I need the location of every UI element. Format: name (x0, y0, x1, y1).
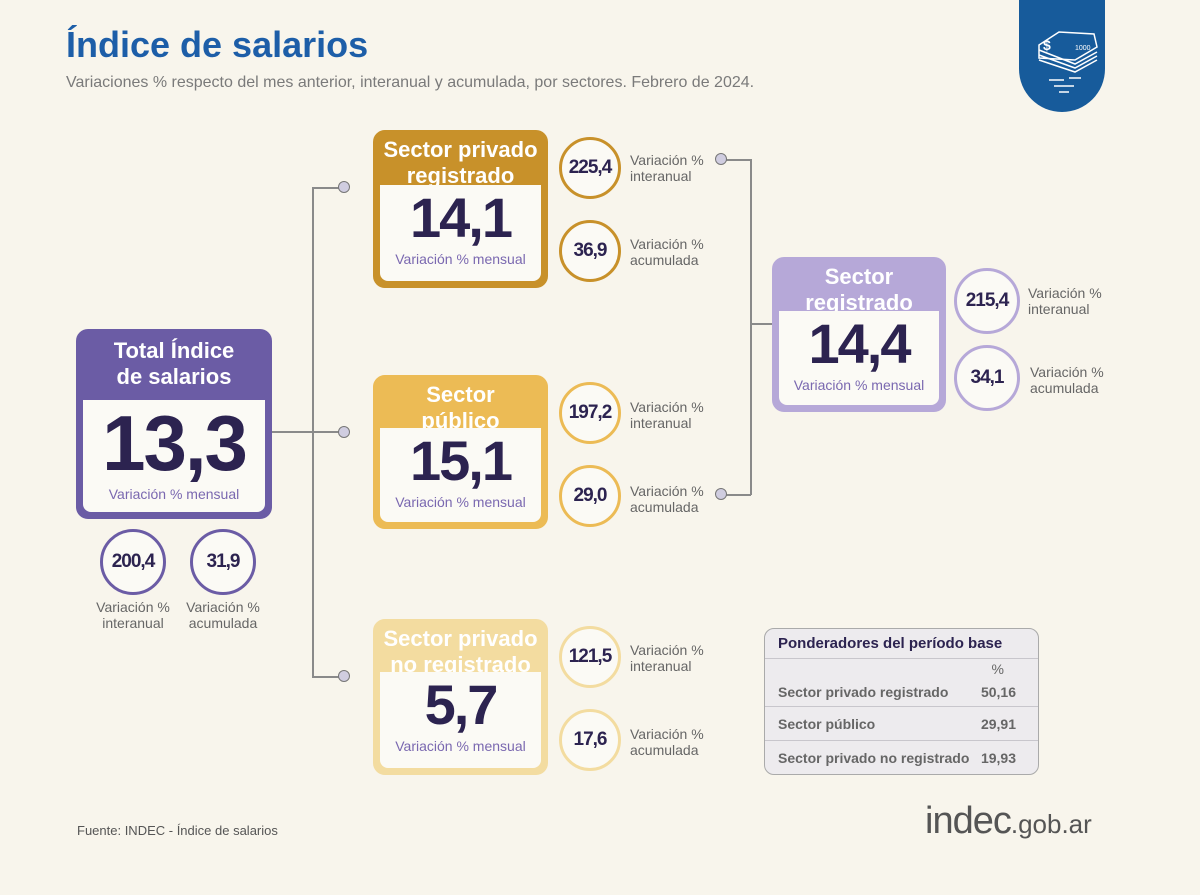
interanual-circle: 121,5 (559, 626, 621, 688)
interanual-circle: 197,2 (559, 382, 621, 444)
acumulada-label: Variación % acumulada (186, 599, 260, 631)
connector-dot (338, 426, 350, 438)
row-value: 29,91 (980, 715, 1016, 732)
ponderadores-table: Ponderadores del período base Sector pri… (764, 628, 1039, 775)
interanual-label: Variación % interanual (1028, 285, 1102, 317)
connector-dot (338, 181, 350, 193)
card-label: Variación % mensual (395, 251, 526, 267)
total-card: Total Índice de salarios 13,3 Variación … (76, 329, 272, 519)
card-title: Sector registrado (805, 264, 913, 315)
indec-logo: indec.gob.ar (925, 800, 1092, 843)
interanual-label: Variación % interanual (630, 642, 704, 674)
table-row: Sector privado no registrado 19,93 (765, 741, 1038, 774)
connector (312, 187, 344, 189)
card-title: Sector público (421, 382, 500, 433)
registrado-card: Sector registrado 14,4 Variación % mensu… (772, 257, 946, 412)
interanual-label: Variación % interanual (630, 399, 704, 431)
interanual-label: Variación % interanual (630, 152, 704, 184)
acumulada-circle: 31,9 (190, 529, 256, 595)
svg-text:1000: 1000 (1075, 45, 1091, 52)
interanual-label: Variación % interanual (96, 599, 170, 631)
table-title: Ponderadores del período base (765, 629, 1038, 659)
connector-dot (715, 488, 727, 500)
row-value: 19,93 (980, 750, 1016, 766)
row-value: 50,16 (980, 684, 1016, 700)
connector-dot (715, 153, 727, 165)
connector (721, 494, 751, 496)
table-row: Sector público 29,91 (765, 707, 1038, 741)
svg-text:$: $ (1043, 37, 1051, 53)
publico-card: Sector público 15,1 Variación % mensual (373, 375, 548, 529)
card-title: Sector privado registrado (383, 137, 538, 188)
table-row: Sector privado registrado 50,16 % (765, 659, 1038, 707)
card-value: 14,4 (808, 312, 912, 375)
badge: $ 1000 (1019, 0, 1105, 112)
acumulada-label: Variación % acumulada (630, 483, 704, 515)
card-value: 14,1 (410, 186, 513, 249)
connector (272, 431, 313, 433)
money-stack-icon: $ 1000 (1038, 31, 1098, 93)
interanual-circle: 215,4 (954, 268, 1020, 334)
privado-registrado-card: Sector privado registrado 14,1 Variación… (373, 130, 548, 288)
acumulada-circle: 17,6 (559, 709, 621, 771)
connector (312, 431, 344, 433)
acumulada-label: Variación % acumulada (1030, 364, 1104, 396)
row-label: Sector privado registrado (778, 684, 949, 700)
card-value: 5,7 (424, 673, 499, 736)
acumulada-label: Variación % acumulada (630, 726, 704, 758)
row-label: Sector público (778, 715, 876, 732)
card-value: 15,1 (410, 429, 513, 492)
connector-dot (338, 670, 350, 682)
acumulada-label: Variación % acumulada (630, 236, 704, 268)
card-label: Variación % mensual (395, 494, 526, 510)
card-label: Variación % mensual (395, 738, 526, 754)
connector (750, 323, 772, 325)
acumulada-circle: 29,0 (559, 465, 621, 527)
logo-main: indec (925, 800, 1012, 842)
logo-domain: .gob.ar (1010, 809, 1092, 839)
connector (750, 159, 752, 495)
card-title: Sector privado no registrado (383, 626, 538, 677)
page-subtitle: Variaciones % respecto del mes anterior,… (66, 74, 755, 91)
card-label: Variación % mensual (108, 486, 240, 502)
acumulada-circle: 36,9 (559, 220, 621, 282)
interanual-circle: 200,4 (100, 529, 166, 595)
source-note: Fuente: INDEC - Índice de salarios (77, 823, 278, 838)
card-label: Variación % mensual (793, 377, 925, 393)
unit-label: % (991, 661, 1004, 677)
page-title: Índice de salarios (66, 24, 369, 65)
connector (721, 159, 751, 161)
card-value: 13,3 (102, 399, 248, 487)
privado-no-registrado-card: Sector privado no registrado 5,7 Variaci… (373, 619, 548, 775)
row-label: Sector privado no registrado (778, 750, 970, 766)
connector (312, 676, 344, 678)
card-title: Total Índice de salarios (113, 338, 235, 389)
interanual-circle: 225,4 (559, 137, 621, 199)
acumulada-circle: 34,1 (954, 345, 1020, 411)
